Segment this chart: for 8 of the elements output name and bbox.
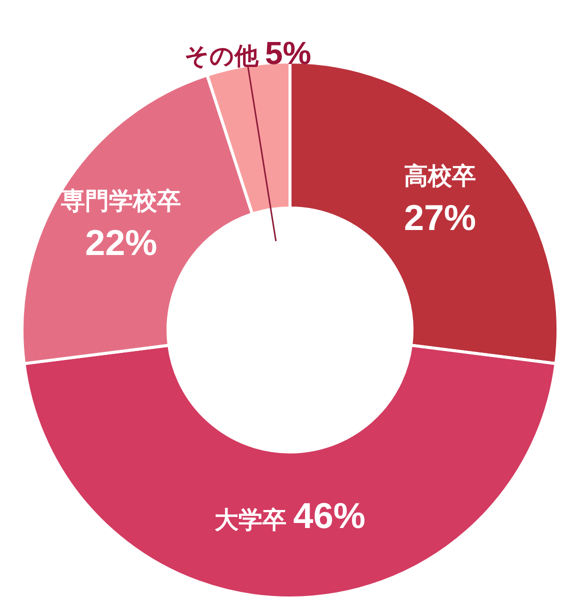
- data-label: 22%: [85, 222, 158, 263]
- data-label: 27%: [404, 196, 476, 238]
- data-label: 5%: [264, 35, 312, 71]
- data-label: 46%: [293, 495, 366, 536]
- slice-label: その他: [184, 43, 265, 70]
- slice-label: 専門学校卒: [60, 188, 182, 215]
- slice-label: 高校卒: [404, 162, 476, 190]
- slice-label: 大学卒: [214, 507, 294, 534]
